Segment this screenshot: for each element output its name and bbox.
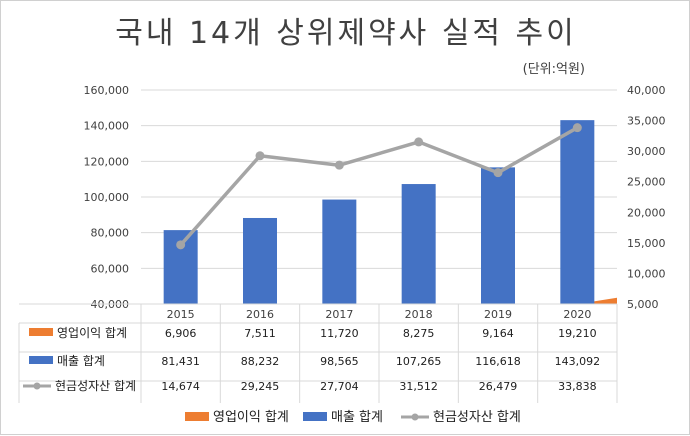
table-cell: 29,245 <box>241 380 280 393</box>
legend-marker-cash-assets <box>411 413 419 421</box>
right-tick-label: 25,000 <box>627 176 666 189</box>
table-cell: 88,232 <box>241 355 280 368</box>
sales-bar <box>401 184 436 304</box>
table-cell: 107,265 <box>396 355 442 368</box>
legend-label-sales: 매출 합계 <box>331 410 383 425</box>
table-cell: 9,164 <box>482 327 514 340</box>
table-cell: 8,275 <box>403 327 435 340</box>
sales-bar <box>322 199 357 304</box>
table-cell: 33,838 <box>558 380 597 393</box>
right-axis-ticks: 5,000 10,000 15,000 20,000 25,000 30,000 35,00… <box>627 84 666 311</box>
operating-profit-area-shape <box>141 297 617 304</box>
unit-label: (단위:억원) <box>523 62 585 77</box>
gridlines <box>141 89 617 305</box>
legend-swatch-sales <box>303 412 327 421</box>
row-label: 영업이익 합계 <box>57 326 127 340</box>
legend: 영업이익 합계 매출 합계 현금성자산 합계 <box>185 410 521 425</box>
cash-assets-point <box>334 160 344 170</box>
right-tick-label: 15,000 <box>627 237 666 250</box>
left-tick-label: 160,000 <box>84 84 130 97</box>
sales-bar <box>560 120 595 304</box>
data-table: 2015 2016 2017 2018 2019 2020 영업이익 합계 6,906 7,51… <box>18 303 618 403</box>
left-tick-label: 80,000 <box>91 227 130 240</box>
row-label: 현금성자산 합계 <box>55 379 136 393</box>
right-tick-label: 30,000 <box>627 145 666 158</box>
right-tick-label: 5,000 <box>627 298 659 311</box>
table-cell: 19,210 <box>558 327 597 340</box>
sales-bars <box>163 120 595 304</box>
category-label: 2018 <box>405 308 433 321</box>
right-tick-label: 10,000 <box>627 267 666 280</box>
left-tick-label: 140,000 <box>84 120 130 133</box>
legend-swatch-operating-profit <box>185 412 209 421</box>
table-cell: 11,720 <box>320 327 359 340</box>
left-tick-label: 120,000 <box>84 155 130 168</box>
sales-bar <box>481 167 515 304</box>
cash-assets-point <box>493 168 503 178</box>
table-cell: 6,906 <box>165 327 197 340</box>
cash-assets-line <box>176 123 582 250</box>
left-axis-ticks: 40,00060,00080,000100,000120,000140,0001… <box>84 84 130 311</box>
right-tick-label: 20,000 <box>627 206 666 219</box>
right-tick-label: 35,000 <box>627 115 666 128</box>
category-label: 2016 <box>246 308 274 321</box>
row-key-marker <box>33 382 41 390</box>
table-cell: 116,618 <box>475 355 521 368</box>
row-key-swatch <box>29 328 53 336</box>
category-label: 2017 <box>325 308 353 321</box>
right-tick-label: 40,000 <box>627 84 666 97</box>
legend-label-cash-assets: 현금성자산 합계 <box>433 410 521 425</box>
table-cell: 14,674 <box>161 380 200 393</box>
table-cell: 7,511 <box>244 327 276 340</box>
left-tick-label: 60,000 <box>91 262 130 275</box>
row-key-swatch <box>29 356 53 364</box>
category-label: 2019 <box>484 308 512 321</box>
table-cell: 143,092 <box>555 355 601 368</box>
table-cell: 31,512 <box>399 380 438 393</box>
cash-assets-point <box>176 240 186 250</box>
sales-bar <box>243 217 277 304</box>
table-cell: 81,431 <box>161 355 200 368</box>
legend-label-operating-profit: 영업이익 합계 <box>213 410 289 425</box>
row-label: 매출 합계 <box>57 354 105 368</box>
operating-profit-area <box>141 297 617 304</box>
cash-assets-point <box>572 123 582 133</box>
chart-title: 국내 14개 상위제약사 실적 추이 <box>115 16 577 51</box>
table-cell: 98,565 <box>320 355 359 368</box>
cash-assets-point <box>255 151 265 161</box>
cash-assets-polyline <box>179 126 579 247</box>
category-label: 2015 <box>167 308 195 321</box>
table-cell: 27,704 <box>320 380 359 393</box>
table-cell: 26,479 <box>479 380 518 393</box>
left-tick-label: 100,000 <box>84 191 130 204</box>
category-label: 2020 <box>563 308 591 321</box>
cash-assets-point <box>414 137 424 147</box>
